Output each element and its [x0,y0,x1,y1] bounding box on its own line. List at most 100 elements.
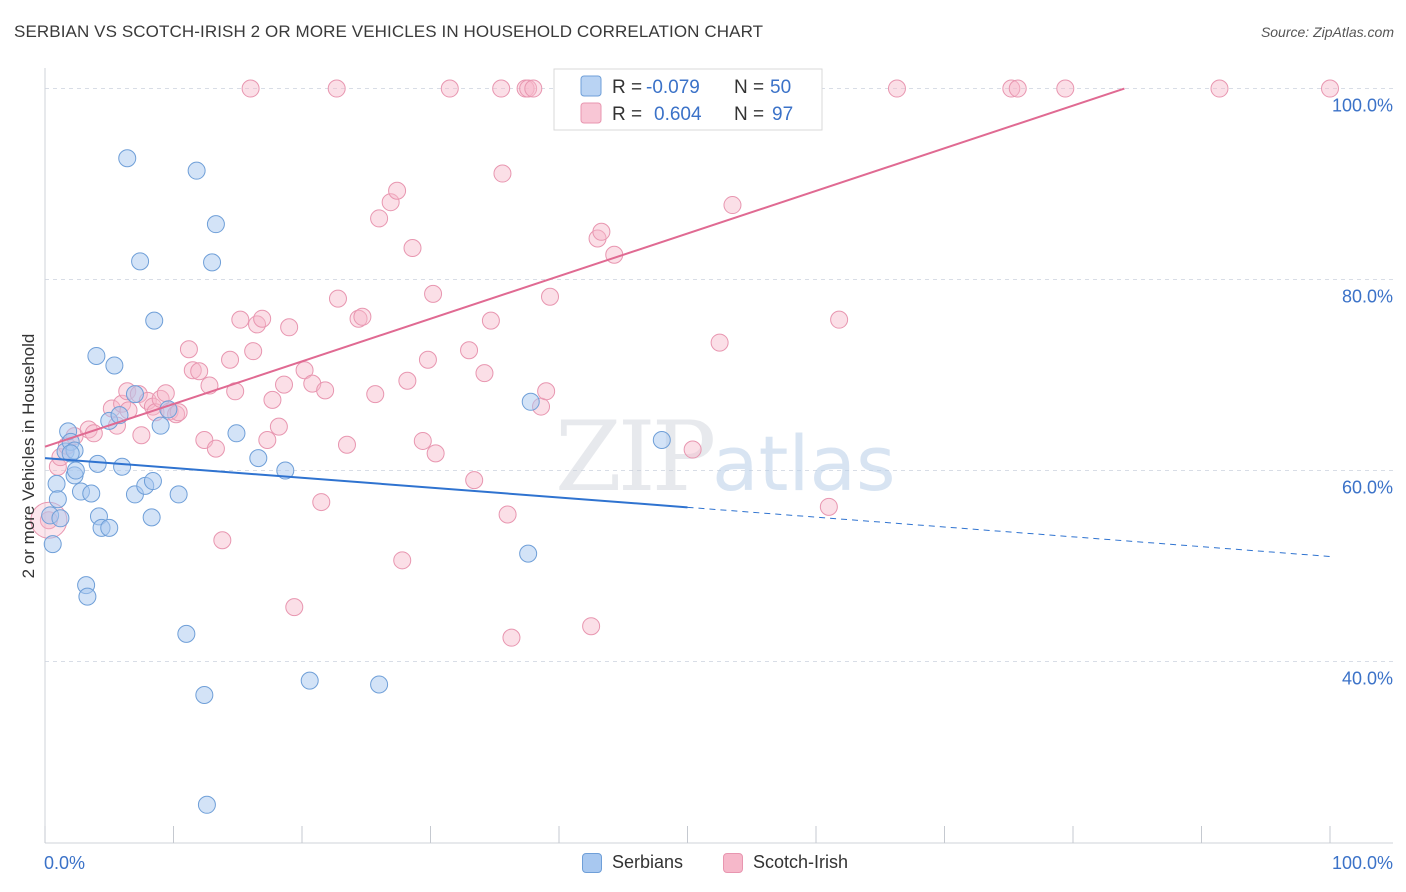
serbians-point [169,485,188,504]
scotch-irish-point [498,505,517,524]
scotch-irish-point [481,311,500,330]
serbians-point [51,509,70,528]
legend-swatch-serbians [580,75,602,97]
scotch-irish-point [426,444,445,463]
scotch-irish-points [30,79,1339,647]
scotch-irish-point [424,284,443,303]
scotch-irish-point [337,435,356,454]
scotch-irish-trend-line [44,87,1125,448]
serbians-point [227,424,246,443]
legend-r-value-serbians: -0.079 [646,77,700,98]
scotch-irish-point [1002,79,1021,98]
legend-r-label-scotch-irish: R = [612,104,642,125]
scotch-irish-point [592,222,611,241]
scotch-irish-point [328,289,347,308]
trend-lines [44,87,1331,557]
serbians-point [143,472,162,491]
serbians-point [519,544,538,563]
serbians-point [187,161,206,180]
scotch-irish-point [1321,79,1339,98]
bottom-legend-scotch-irish: Scotch-Irish [723,852,848,873]
legend-swatch-scotch-irish [580,102,602,124]
serbians-point [43,535,62,554]
scotch-irish-point [819,497,838,516]
scotch-irish-point [475,364,494,383]
y-tick-label: 100.0% [1332,96,1393,116]
chart-title: SERBIAN VS SCOTCH-IRISH 2 OR MORE VEHICL… [14,22,764,41]
serbians-point [113,457,132,476]
scotch-irish-point [221,350,240,369]
scotch-irish-point [183,361,202,380]
scotch-irish-point [241,79,260,98]
serbians-point [48,490,67,509]
serbians-point [125,385,144,404]
scotch-irish-point [1210,79,1229,98]
serbians-point [100,518,119,537]
scotch-irish-point [381,193,400,212]
serbians-point [82,484,101,503]
gridlines [45,88,1395,663]
scotch-irish-point [492,79,511,98]
scotch-irish-point [398,371,417,390]
scotch-irish-point [1008,79,1027,98]
legend-n-value-scotch-irish: 97 [772,104,793,125]
x-tick-label: 0.0% [44,853,85,873]
stats-legend: R = -0.079 N = 50 R = 0.604 N = 97 [553,68,823,131]
scotch-irish-point [393,551,412,570]
scotch-irish-point [524,79,543,98]
y-tick-label: 80.0% [1342,287,1393,307]
scotch-irish-point [541,287,560,306]
serbians-point [61,444,80,463]
legend-r-value-scotch-irish: 0.604 [654,104,702,125]
scotch-irish-point [263,390,282,409]
scotch-irish-point [465,471,484,490]
scotch-irish-point [440,79,459,98]
serbians-trend-line-extension [687,506,1331,557]
legend-n-label-scotch-irish: N = [734,104,764,125]
scotch-irish-point [295,361,314,380]
serbians-point [142,508,161,527]
bottom-legend-label-scotch-irish: Scotch-Irish [753,852,849,872]
serbians-point [78,587,97,606]
scotch-irish-point [253,309,272,328]
scotch-irish-point [519,79,538,98]
scotch-irish-point [156,384,175,403]
scotch-irish-point [280,318,299,337]
axes [44,68,1393,844]
watermark-zip: ZIP [555,401,714,513]
scotch-irish-point [830,310,849,329]
serbians-point [249,449,268,468]
bottom-legend-swatch-scotch-irish [723,852,743,873]
scotch-irish-point [353,307,372,326]
serbians-point [652,430,671,449]
scotch-irish-point [258,430,277,449]
scotch-irish-point [327,79,346,98]
scotch-irish-point [493,164,512,183]
legend-n-value-serbians: 50 [770,77,791,98]
serbians-point [66,461,85,480]
scotch-irish-point [413,431,432,450]
bottom-legend-serbians: Serbians [582,852,683,873]
scotch-irish-point [206,439,225,458]
scotch-irish-point [285,598,304,617]
legend-r-label-serbians: R = [612,77,642,98]
serbians-point [105,356,124,375]
scotch-irish-point [244,342,263,361]
serbians-point [145,311,164,330]
watermark-atlas: atlas [712,419,896,508]
serbians-point [197,795,216,814]
source-label: Source: ZipAtlas.com [1260,24,1394,40]
scotch-irish-point [710,333,729,352]
serbians-point [206,215,225,234]
legend-n-label-serbians: N = [734,77,764,98]
scotch-irish-point [723,196,742,215]
y-axis-label: 2 or more Vehicles in Household [19,334,38,579]
scotch-irish-point [132,426,151,445]
bottom-legend: Serbians Scotch-Irish [0,852,1406,878]
scotch-irish-point [231,310,250,329]
scotch-irish-point [683,440,702,459]
scotch-irish-point [275,375,294,394]
serbians-points [41,149,671,814]
serbians-point [521,392,540,411]
